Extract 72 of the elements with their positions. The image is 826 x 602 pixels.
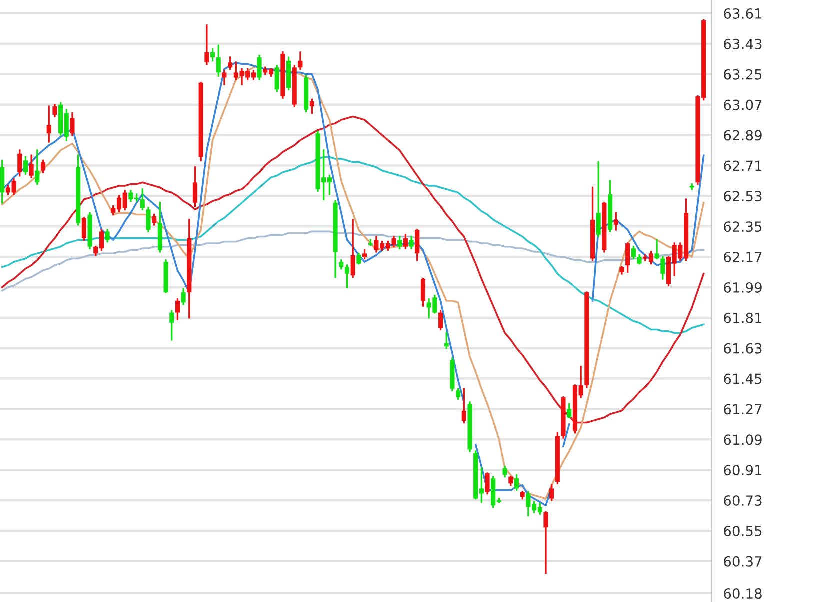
candlestick [82,217,86,241]
y-tick-label: 61.45 [724,374,762,384]
y-tick-label: 60.73 [724,496,762,506]
candlestick [40,160,46,174]
y-tick-label: 60.18 [724,588,762,600]
candlestick [420,278,426,307]
candlestick [614,212,618,231]
candlestick [596,162,601,238]
candlestick [222,70,227,86]
y-tick-label: 60.91 [724,465,762,476]
candlestick [152,214,157,226]
candlestick [204,24,210,66]
candlestick [456,388,461,400]
candlestick [654,239,660,260]
candlestick [567,403,572,419]
candlestick [514,474,520,492]
candlestick [140,188,145,211]
candlestick [216,44,221,77]
candlestick [52,104,58,118]
y-tick-label: 62.35 [724,222,762,232]
candlestick [398,236,402,250]
candlestick [298,52,303,70]
candlestick [274,65,280,92]
candlestick [502,466,508,478]
y-tick-label: 61.81 [724,312,762,324]
y-tick-label: 63.43 [724,38,762,50]
candlestick [310,98,314,114]
candlestick [631,246,636,260]
candlestick [18,150,22,177]
y-tick-label: 61.09 [724,434,762,446]
candlestick [70,112,75,136]
candlestick [46,106,52,143]
candlestick [181,288,186,306]
candlestick [146,207,151,233]
line-series [1,116,705,424]
y-tick-label: 61.27 [724,404,762,415]
candlestick [544,512,548,574]
y-tick-label: 63.25 [724,69,762,80]
y-tick-label: 62.71 [724,160,762,172]
candlestick [35,150,40,186]
y-tick-label: 61.63 [724,343,762,354]
candlestick [210,48,216,62]
y-tick-label: 60.37 [724,556,762,567]
line-series [1,230,705,292]
candlestick [485,472,490,495]
candlestick [170,310,174,341]
candlestick [29,154,34,178]
candlestick [356,252,362,265]
candlestick [626,242,630,274]
candlestick [228,56,233,70]
candlestick [462,388,466,424]
candlestick [175,298,180,320]
y-tick-label: 62.89 [724,130,762,141]
candlestick [550,484,554,502]
candlestick [438,310,444,331]
y-tick-label: 63.61 [724,8,762,19]
candlestick [403,234,408,250]
candlestick [350,218,356,278]
candlestick [415,229,420,262]
candlestick [344,264,350,288]
y-tick-label: 61.99 [724,282,762,293]
candlestick [409,236,414,250]
candlestick [660,256,666,280]
y-tick-label: 62.53 [724,191,762,202]
candlestick [192,166,198,208]
y-tick-label: 63.07 [724,100,762,110]
y-tick-label: 60.55 [724,526,762,536]
y-tick-label: 62.17 [724,252,762,263]
candlestick [257,54,262,80]
line-series [1,156,705,334]
candlestick [105,229,110,243]
candlestick [23,156,28,176]
